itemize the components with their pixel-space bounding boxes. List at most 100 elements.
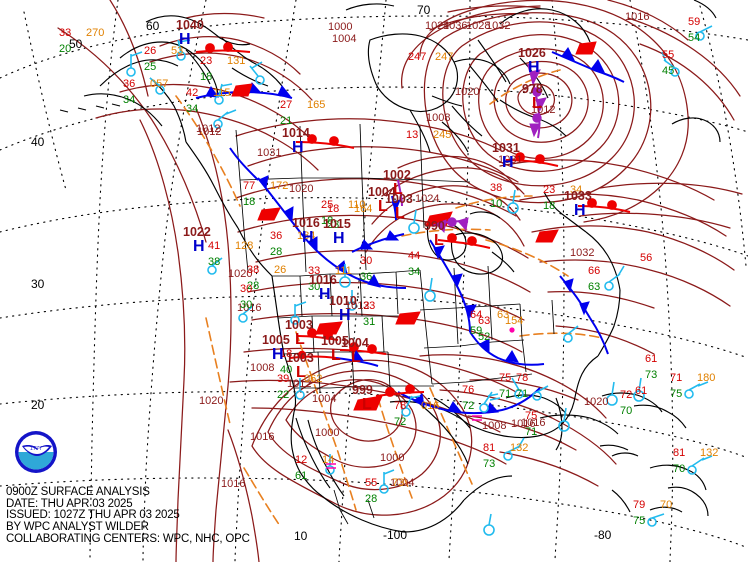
isobar-label: 1008	[426, 112, 451, 124]
pressure-center-value: 1003	[285, 318, 313, 332]
isobar-label: 1008	[250, 362, 275, 374]
station-temperature: 247	[408, 51, 427, 63]
latitude-label: 60	[146, 19, 160, 33]
isobar-label: 1024	[425, 20, 450, 32]
isobar-label: 1016	[221, 478, 246, 490]
noaa-logo: 1777	[15, 431, 57, 473]
svg-text:1777: 1777	[30, 446, 42, 452]
pressure-center-value: 1003	[385, 192, 413, 206]
pressure-center-symbol: L	[295, 331, 305, 348]
station-temperature: 72	[620, 389, 633, 401]
pressure-center-symbol: L	[351, 349, 361, 366]
station-dewpoint: 63	[588, 281, 601, 293]
isobar-label: 1016	[521, 417, 546, 429]
pressure-center-symbol: L	[331, 347, 341, 364]
station-dewpoint: 31	[363, 316, 376, 328]
trough-lines	[175, 69, 603, 527]
isobar-label: 1000	[380, 452, 405, 464]
pressure-center-value: 978	[522, 82, 543, 96]
cold-fronts	[195, 47, 625, 414]
station-dewpoint: 71	[499, 388, 512, 400]
station-temperature: 76	[462, 384, 475, 396]
station-dewpoint: 71	[525, 426, 538, 438]
station-temperature: 33	[308, 265, 321, 277]
station-dewpoint: 72	[394, 416, 407, 428]
pressure-center-symbol: H	[528, 59, 540, 76]
header-line-0: 0900Z SURFACE ANALYSIS	[6, 486, 150, 498]
station-dewpoint: 28	[365, 493, 378, 505]
station-pressure: 110	[348, 199, 366, 211]
station-dewpoint: 30	[308, 281, 321, 293]
station-temperature: 41	[208, 240, 221, 252]
station-dewpoint: 73	[483, 458, 496, 470]
pressure-center-value: 1016	[292, 216, 320, 230]
pressure-center-symbol: L	[395, 205, 405, 222]
station-pressure: 63	[497, 309, 510, 321]
isobar-label: 1032	[486, 20, 511, 32]
station-temperature: 30	[240, 283, 253, 295]
pressure-center-value: 1031	[492, 141, 520, 155]
station-temperature: 55	[365, 477, 378, 489]
isobar-label: 1036	[443, 20, 468, 32]
station-temperature: 55	[662, 49, 675, 61]
isobar-lines	[57, 0, 743, 562]
station-temperature: 78	[394, 400, 407, 412]
station-temperature: 79	[633, 499, 646, 511]
pressure-center-value: 1016	[309, 273, 337, 287]
header-line-4: COLLABORATING CENTERS: WPC, NHC, OPC	[6, 532, 250, 545]
pressure-center-value: 1010	[329, 294, 357, 308]
longitude-label: -100	[383, 528, 408, 542]
station-dewpoint: 54	[688, 32, 701, 44]
latitude-label: 20	[31, 398, 45, 412]
station-dewpoint: 30	[240, 299, 253, 311]
station-dewpoint: 38	[208, 256, 221, 268]
isobar-label: 1016	[625, 11, 650, 23]
pressure-center-value: 1005	[262, 333, 290, 347]
isobar-label: 1012	[345, 300, 370, 312]
station-dewpoint: 40	[280, 364, 293, 376]
station-temperature: 78	[516, 372, 529, 384]
station-pressure: 26	[274, 264, 287, 276]
station-temperature: 61	[635, 385, 648, 397]
station-dewpoint: 20	[59, 43, 72, 55]
pressure-center-value: 1040	[176, 18, 204, 32]
station-pressure: 184	[297, 230, 316, 242]
isobar-label: 1008	[482, 420, 507, 432]
pressure-center-symbol: H	[319, 286, 331, 303]
isobar-label: 1012	[287, 378, 312, 390]
precip-symbols	[326, 327, 515, 469]
station-pressure: 115	[213, 87, 231, 99]
pressure-center-symbol: H	[292, 139, 304, 156]
station-temperature: 18	[280, 348, 293, 360]
isobar-label: 1004	[332, 33, 357, 45]
station-temperature: 39	[277, 373, 290, 385]
station-dewpoint: 52	[478, 331, 491, 343]
pressure-center-value: 990	[424, 219, 445, 233]
header-line-3: BY WPC ANALYST WILDER	[6, 521, 149, 534]
latitude-label: 70	[417, 3, 431, 17]
pressure-center-symbol: L	[532, 95, 542, 112]
station-dewpoint: 10	[490, 198, 503, 210]
product-header-text: 0900Z SURFACE ANALYSIS DATE: THU APR 03 2…	[6, 486, 250, 546]
isobar-label: 1004	[312, 393, 337, 405]
station-temperature: 63	[478, 315, 491, 327]
station-pressure: 128	[235, 240, 254, 252]
station-dewpoint: 21	[280, 115, 293, 127]
station-dewpoint: 28	[270, 246, 283, 258]
station-dewpoint: 23	[327, 219, 340, 231]
station-temperature: 42	[186, 87, 199, 99]
isobar-label: 1032	[570, 247, 595, 259]
station-temperature: 18	[327, 203, 340, 215]
pressure-center-symbol: H	[502, 154, 514, 171]
station-temperature: 13	[406, 129, 419, 141]
occluded-fronts	[397, 63, 547, 234]
station-temperature: 33	[59, 27, 72, 39]
station-temperature: 61	[645, 353, 658, 365]
latitude-label: 10	[294, 529, 308, 543]
stationary-fronts	[289, 350, 379, 367]
pressure-center-value: 1026	[518, 46, 546, 60]
pressure-center-value: 999	[352, 383, 373, 397]
station-temperature: 77	[243, 180, 256, 192]
station-pressure: 111	[335, 265, 352, 277]
station-pressure: 180	[697, 372, 716, 384]
